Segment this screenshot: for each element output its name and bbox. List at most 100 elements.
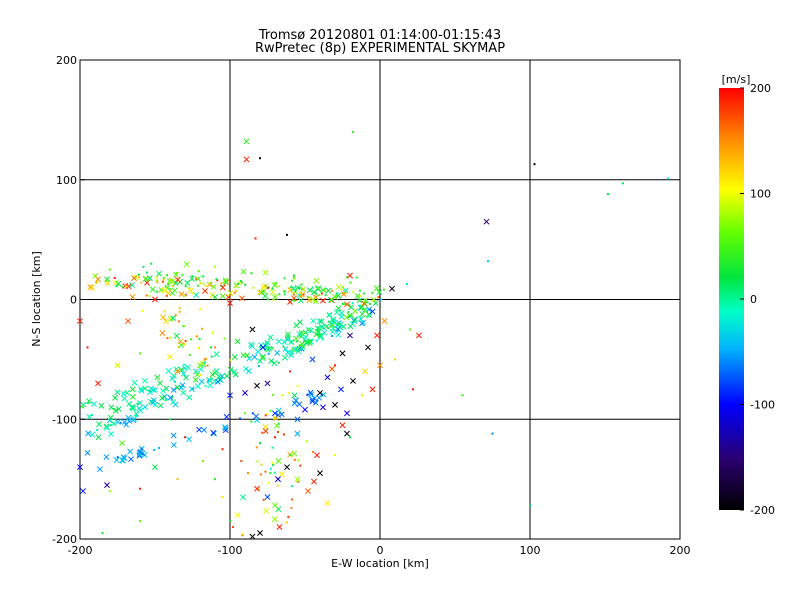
- data-point-cross: [307, 389, 314, 396]
- data-point-dot: [166, 283, 169, 286]
- data-point-cross: [246, 355, 253, 362]
- data-point-dot: [137, 273, 140, 276]
- data-point-dot: [282, 289, 285, 292]
- data-point-dot: [191, 275, 194, 278]
- data-point-cross: [344, 410, 350, 417]
- colorbar: [m/s] -200 -100 0 100 200: [719, 73, 775, 517]
- data-point-cross: [340, 291, 347, 298]
- data-point-dot: [239, 279, 242, 282]
- data-point-dot: [109, 268, 111, 271]
- data-point-dot: [109, 424, 112, 427]
- data-point-cross: [163, 318, 169, 325]
- data-point-cross: [314, 452, 320, 459]
- data-point-cross: [157, 380, 163, 387]
- data-point-cross: [217, 376, 224, 383]
- data-point-dot: [199, 308, 201, 311]
- data-point-dot: [182, 325, 185, 328]
- data-point-cross: [207, 382, 214, 389]
- data-point-dot: [254, 237, 257, 240]
- data-point-cross: [370, 296, 377, 303]
- data-point-dot: [287, 391, 290, 394]
- data-point-dot: [162, 278, 165, 281]
- data-point-dot: [235, 285, 238, 288]
- data-point-dot: [293, 277, 296, 280]
- data-point-dot: [285, 521, 288, 524]
- data-point-cross: [170, 387, 177, 393]
- data-point-dot: [314, 292, 317, 295]
- data-point-dot: [283, 293, 286, 296]
- data-point-cross: [273, 415, 279, 422]
- data-point-dot: [320, 292, 323, 295]
- data-point-cross: [243, 138, 250, 145]
- data-point-dot: [271, 393, 274, 396]
- data-point-cross: [344, 301, 350, 308]
- data-point-dot: [198, 337, 201, 340]
- data-point-cross: [358, 304, 365, 311]
- data-point-cross: [154, 374, 161, 381]
- data-point-dot: [271, 446, 274, 449]
- data-point-cross: [339, 422, 346, 429]
- data-point-cross: [272, 294, 278, 301]
- data-point-cross: [180, 370, 187, 377]
- data-point-dot: [529, 504, 531, 507]
- data-point-dot: [306, 328, 309, 331]
- data-point-dot: [289, 288, 292, 291]
- data-point-cross: [267, 334, 274, 341]
- data-point-dot: [125, 285, 128, 288]
- data-point-cross: [282, 354, 288, 361]
- data-point-dot: [109, 490, 111, 493]
- data-point-dot: [316, 326, 319, 329]
- data-point-cross: [159, 395, 166, 401]
- data-point-cross: [260, 284, 267, 290]
- data-point-cross: [142, 275, 149, 282]
- data-point-cross: [359, 311, 366, 317]
- data-point-dot: [406, 282, 408, 285]
- data-point-cross: [295, 348, 302, 355]
- data-point-dot: [302, 345, 305, 348]
- data-point-cross: [253, 413, 260, 420]
- data-point-cross: [275, 338, 282, 345]
- data-point-dot: [368, 302, 371, 305]
- data-point-cross: [131, 275, 138, 282]
- colorbar-label: [m/s]: [722, 73, 751, 86]
- data-point-cross: [192, 376, 199, 383]
- data-point-cross: [165, 367, 172, 374]
- data-point-cross: [278, 411, 285, 418]
- y-tick-label: 200: [56, 54, 77, 67]
- data-point-cross: [266, 345, 273, 352]
- data-point-cross: [95, 380, 101, 387]
- data-point-cross: [160, 387, 167, 394]
- data-point-cross: [129, 386, 136, 393]
- data-point-cross: [257, 530, 263, 536]
- chart-title: Tromsø 20120801 01:14:00-01:15:43: [258, 28, 501, 43]
- data-point-dot: [305, 440, 308, 443]
- plot-area: [77, 59, 681, 540]
- data-point-dot: [260, 463, 263, 466]
- data-point-dot: [622, 182, 624, 185]
- data-point-dot: [265, 341, 268, 344]
- colorbar-tick-label: 0: [750, 293, 757, 306]
- data-point-cross: [262, 428, 269, 435]
- data-point-dot: [101, 532, 104, 535]
- data-point-cross: [346, 312, 353, 319]
- data-point-dot: [202, 460, 204, 463]
- data-point-cross: [108, 431, 115, 437]
- data-point-cross: [377, 362, 383, 369]
- data-point-cross: [299, 291, 305, 298]
- data-point-cross: [198, 378, 205, 385]
- data-point-dot: [282, 345, 285, 348]
- data-point-cross: [264, 380, 271, 387]
- data-point-cross: [369, 308, 376, 315]
- data-point-cross: [268, 358, 275, 364]
- data-point-dot: [317, 287, 320, 290]
- data-point-cross: [222, 278, 229, 285]
- data-point-cross: [329, 322, 336, 329]
- data-point-dot: [152, 448, 155, 451]
- data-point-cross: [306, 287, 313, 294]
- data-point-cross: [86, 398, 92, 405]
- data-point-cross: [249, 533, 256, 540]
- data-point-cross: [351, 317, 358, 324]
- data-point-cross: [222, 425, 229, 432]
- data-point-dot: [247, 472, 249, 475]
- data-point-dot: [345, 276, 348, 279]
